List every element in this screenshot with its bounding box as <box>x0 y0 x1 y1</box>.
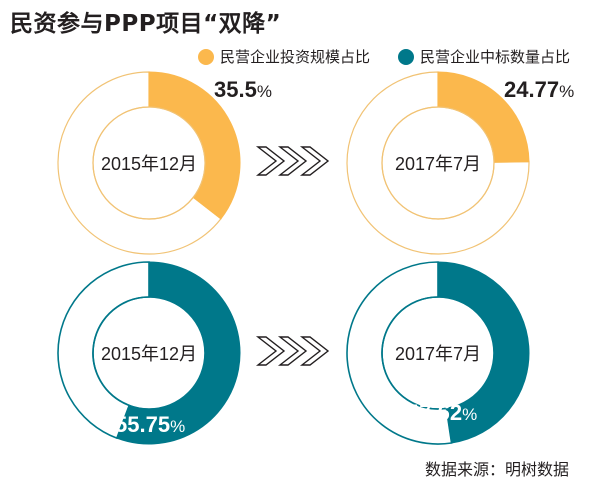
donut-value-number-2: 55.75 <box>115 412 170 437</box>
legend-swatch-investment <box>198 48 214 65</box>
donut-value-number-1: 24.77 <box>504 77 559 102</box>
donut-value-label-2: 55.75% <box>115 412 185 437</box>
donut-1: 2017年7月 24.77% <box>346 71 574 255</box>
donut-value-label-1: 24.77% <box>504 77 574 102</box>
chevron-icon-1-2 <box>299 336 330 366</box>
legend-label-bids: 民营企业中标数量占比 <box>420 48 571 66</box>
chevron-arrows-icon <box>255 336 330 366</box>
donut-3: 2017年7月 47.62% <box>346 261 530 445</box>
legend-item-investment: 民营企业投资规模占比 <box>198 46 370 67</box>
legend-swatch-bids <box>398 48 414 65</box>
donut-value-unit-3: % <box>462 405 477 424</box>
donut-value-number-3: 47.62 <box>407 400 462 425</box>
chevron-arrows-icon <box>255 146 330 176</box>
donut-inner-ring-1 <box>381 106 495 220</box>
donut-value-label-3: 47.62% <box>407 400 477 425</box>
chevron-icon-0-0 <box>255 146 286 176</box>
donut-period-label-2: 2015年12月 <box>101 344 197 364</box>
donut-inner-ring-3 <box>381 296 495 410</box>
donut-value-unit-1: % <box>559 82 574 101</box>
donut-value-label-0: 35.5% <box>214 77 272 102</box>
chevron-icon-0-1 <box>277 146 308 176</box>
chevron-icon-0-2 <box>299 146 330 176</box>
donut-value-unit-2: % <box>170 417 185 436</box>
legend-item-bids: 民营企业中标数量占比 <box>398 46 570 67</box>
donut-value-number-0: 35.5 <box>214 77 257 102</box>
donut-period-label-3: 2017年7月 <box>395 344 481 364</box>
legend-label-investment: 民营企业投资规模占比 <box>220 48 371 66</box>
donut-period-label-1: 2017年7月 <box>395 154 481 174</box>
donut-2: 2015年12月 55.75% <box>57 261 241 445</box>
chevron-icon-1-0 <box>255 336 286 366</box>
donut-value-unit-0: % <box>257 82 272 101</box>
data-source: 数据来源：明树数据 <box>424 460 569 479</box>
donut-inner-ring-2 <box>92 296 206 410</box>
chart-title: 民资参与PPP项目“双降” <box>10 11 282 37</box>
donut-inner-ring-0 <box>92 106 206 220</box>
donut-period-label-0: 2015年12月 <box>101 154 197 174</box>
donut-0: 2015年12月 35.5% <box>57 71 272 255</box>
chevron-icon-1-1 <box>277 336 308 366</box>
